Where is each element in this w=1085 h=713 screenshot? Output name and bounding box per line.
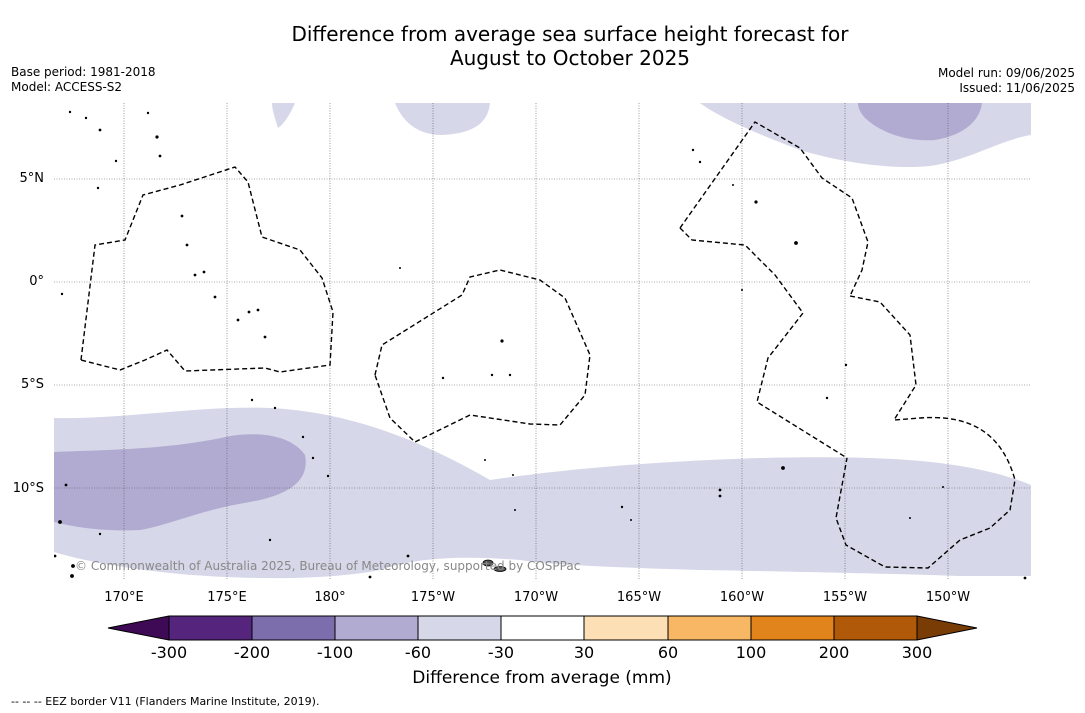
lon-label-155w: 155°W xyxy=(822,590,868,605)
colorbar-segment xyxy=(834,616,917,640)
copyright-text: © Commonwealth of Australia 2025, Bureau… xyxy=(75,559,581,573)
lat-label-5n: 5°N xyxy=(19,171,45,186)
colorbar-segment xyxy=(169,616,252,640)
colorbar-tick: 30 xyxy=(573,643,595,662)
colorbar-segment xyxy=(252,616,335,640)
anomaly-region-north-light xyxy=(395,103,490,135)
islands xyxy=(54,110,1027,580)
title-line-1: Difference from average sea surface heig… xyxy=(291,22,849,46)
anomaly-region-north-small xyxy=(272,103,295,128)
eez-border-cook-polynesia xyxy=(835,295,1016,569)
eez-legend-text: -- -- -- EEZ border V11 (Flanders Marine… xyxy=(11,695,320,708)
lon-label-175w: 175°W xyxy=(410,590,456,605)
lon-label-165w: 165°W xyxy=(616,590,662,605)
colorbar-segment xyxy=(418,616,501,640)
colorbar-segment xyxy=(751,616,834,640)
colorbar-label: Difference from average (mm) xyxy=(412,668,672,688)
anomaly-region-south-mid xyxy=(54,434,306,531)
lon-label-150w: 150°W xyxy=(925,590,971,605)
colorbar-extend-high xyxy=(917,616,977,640)
colorbar xyxy=(107,615,978,641)
issued-text: Issued: 11/06/2025 xyxy=(959,81,1075,95)
eez-border-line-islands xyxy=(679,121,869,297)
colorbar-tick: -300 xyxy=(150,643,188,662)
colorbar-tick: -30 xyxy=(487,643,515,662)
colorbar-tick: 200 xyxy=(818,643,850,662)
colorbar-tick: 300 xyxy=(901,643,933,662)
colorbar-segment xyxy=(668,616,751,640)
colorbar-extend-low xyxy=(108,616,169,640)
lon-label-170e: 170°E xyxy=(104,590,144,605)
colorbar-tick: 100 xyxy=(735,643,767,662)
colorbar-segment xyxy=(335,616,418,640)
lat-label-0: 0° xyxy=(29,274,44,289)
lat-label-5s: 5°S xyxy=(20,377,44,392)
colorbar-segment xyxy=(584,616,668,640)
grid-lines xyxy=(54,103,1031,580)
model-text: Model: ACCESS-S2 xyxy=(11,80,123,94)
colorbar-tick: -200 xyxy=(233,643,271,662)
lat-label-10s: 10°S xyxy=(12,481,44,496)
chart-title: Difference from average sea surface heig… xyxy=(0,22,1085,70)
colorbar-tick: -60 xyxy=(404,643,432,662)
lon-label-160w: 160°W xyxy=(719,590,765,605)
colorbar-tick: 60 xyxy=(657,643,679,662)
lon-label-180: 180° xyxy=(314,590,346,605)
eez-border-tuvalu-kiribati-west xyxy=(80,166,334,373)
meta-right: Model run: 09/06/2025 Issued: 11/06/2025 xyxy=(938,66,1075,96)
base-period-text: Base period: 1981-2018 xyxy=(11,65,156,79)
eez-border-phoenix xyxy=(374,269,591,443)
eez-border-line-islands-2 xyxy=(679,227,848,459)
title-line-2: August to October 2025 xyxy=(449,46,691,70)
anomaly-region-north-east-mid xyxy=(858,103,982,141)
lon-label-175e: 175°E xyxy=(207,590,247,605)
colorbar-segment xyxy=(501,616,584,640)
lon-label-170w: 170°W xyxy=(513,590,559,605)
colorbar-tick: -100 xyxy=(316,643,354,662)
model-run-text: Model run: 09/06/2025 xyxy=(937,66,1075,80)
meta-left: Base period: 1981-2018 Model: ACCESS-S2 xyxy=(11,65,156,95)
